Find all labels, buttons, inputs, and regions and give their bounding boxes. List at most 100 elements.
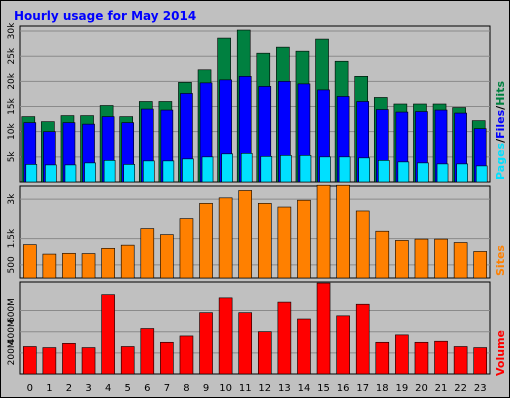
volume-bar — [160, 341, 174, 375]
x-axis-hour-labels: 0 1 2 3 4 5 6 7 8 9 10 11 12 13 14 15 16 17 18 19 20 21 22 23 — [27, 383, 487, 394]
pages-bar — [64, 164, 77, 183]
volume-bar — [414, 341, 429, 375]
y-tick-label: 1.5k — [7, 228, 17, 248]
volume-bar — [355, 303, 370, 375]
sites-bar — [316, 184, 331, 279]
hits-files-pages-panel: 5k 10k 15k 20k 25k 30k Pages/Files/Hits — [7, 22, 507, 183]
volume-label: Volume — [494, 330, 507, 376]
bars — [22, 184, 488, 279]
pages-bar — [84, 162, 96, 183]
x-tick-label: 15 — [317, 383, 330, 394]
volume-bar — [120, 346, 135, 375]
x-tick-label: 1 — [46, 383, 52, 394]
y-tick-label: 600M — [7, 298, 17, 323]
x-tick-label: 12 — [258, 383, 271, 394]
pages-bar — [377, 160, 390, 183]
sites-bar — [473, 251, 488, 279]
sites-bar — [120, 244, 135, 279]
sites-bar — [375, 230, 390, 279]
volume-bar — [22, 346, 37, 375]
sites-bar — [42, 253, 57, 279]
x-tick-label: 6 — [144, 383, 150, 394]
volume-bar — [42, 347, 57, 375]
volume-bar — [297, 318, 311, 375]
y-tick-labels: 5k 10k 15k 20k 25k 30k — [7, 22, 17, 162]
x-tick-label: 3 — [85, 383, 91, 394]
x-tick-label: 23 — [474, 383, 487, 394]
sites-bar — [238, 190, 253, 279]
pages-bar — [240, 153, 253, 183]
y-gridlines — [20, 310, 490, 354]
pages-bar — [299, 155, 312, 183]
x-tick-label: 22 — [454, 383, 467, 394]
sites-bar — [22, 244, 37, 279]
y-tick-label: 5k — [7, 151, 17, 163]
pages-bar — [142, 160, 155, 183]
x-tick-label: 10 — [219, 383, 232, 394]
panel-plot-area — [19, 185, 491, 279]
sites-bar — [160, 234, 174, 279]
x-tick-label: 4 — [105, 383, 111, 394]
pages-bar — [162, 160, 175, 183]
x-tick-label: 5 — [125, 383, 131, 394]
volume-bar — [238, 312, 253, 375]
hits-label: Hits — [494, 81, 507, 106]
volume-bar — [218, 297, 233, 375]
pages-bar — [338, 156, 351, 183]
y-tick-labels: 500 1.5k 3k — [7, 193, 17, 274]
files-label: Files — [494, 109, 507, 139]
sites-bar — [434, 238, 448, 279]
sites-bar — [336, 184, 350, 279]
sites-bar — [277, 206, 292, 279]
pages-label: Pages — [494, 142, 507, 180]
y-gridlines — [20, 198, 490, 266]
bars — [22, 282, 488, 375]
pages-bar — [123, 164, 136, 183]
x-tick-label: 0 — [27, 383, 33, 394]
volume-bar — [473, 347, 488, 375]
pages-bar — [221, 153, 233, 183]
pages-bar — [182, 158, 194, 183]
sites-bar — [355, 210, 370, 279]
x-tick-label: 13 — [278, 383, 291, 394]
bars — [21, 29, 488, 183]
x-tick-label: 20 — [415, 383, 428, 394]
pages-bar — [103, 160, 116, 183]
volume-bar — [316, 282, 331, 375]
y-tick-label: 3k — [7, 193, 17, 205]
pages-bar — [201, 156, 214, 183]
sites-panel: 500 1.5k 3k Sites — [7, 184, 507, 279]
sites-bar — [140, 228, 155, 279]
sites-label: Sites — [494, 245, 507, 276]
volume-bar — [101, 294, 115, 375]
sites-bar — [257, 203, 272, 279]
x-tick-label: 7 — [164, 383, 170, 394]
y-tick-label: 30k — [7, 22, 17, 39]
y-tick-label: 400M — [7, 319, 17, 344]
sites-bar — [297, 199, 311, 279]
pages-bar — [280, 155, 292, 183]
sites-bar — [62, 252, 76, 279]
volume-bar — [375, 341, 390, 375]
volume-bar — [434, 340, 448, 375]
pages-bar — [397, 161, 410, 183]
volume-bar — [257, 331, 272, 375]
pages-bar — [25, 164, 38, 183]
x-tick-label: 21 — [435, 383, 448, 394]
x-tick-label: 8 — [183, 383, 189, 394]
sites-bar — [81, 253, 96, 279]
sites-bar — [179, 218, 194, 279]
sites-bar — [199, 203, 213, 279]
volume-bar — [336, 315, 350, 375]
x-tick-label: 18 — [376, 383, 389, 394]
y-tick-label: 10k — [7, 123, 17, 140]
sites-bar — [218, 197, 233, 279]
y-tick-label: 500 — [7, 256, 17, 273]
x-tick-label: 16 — [337, 383, 350, 394]
sites-bar — [414, 238, 429, 279]
volume-bar — [179, 335, 194, 375]
volume-bar — [199, 312, 213, 375]
